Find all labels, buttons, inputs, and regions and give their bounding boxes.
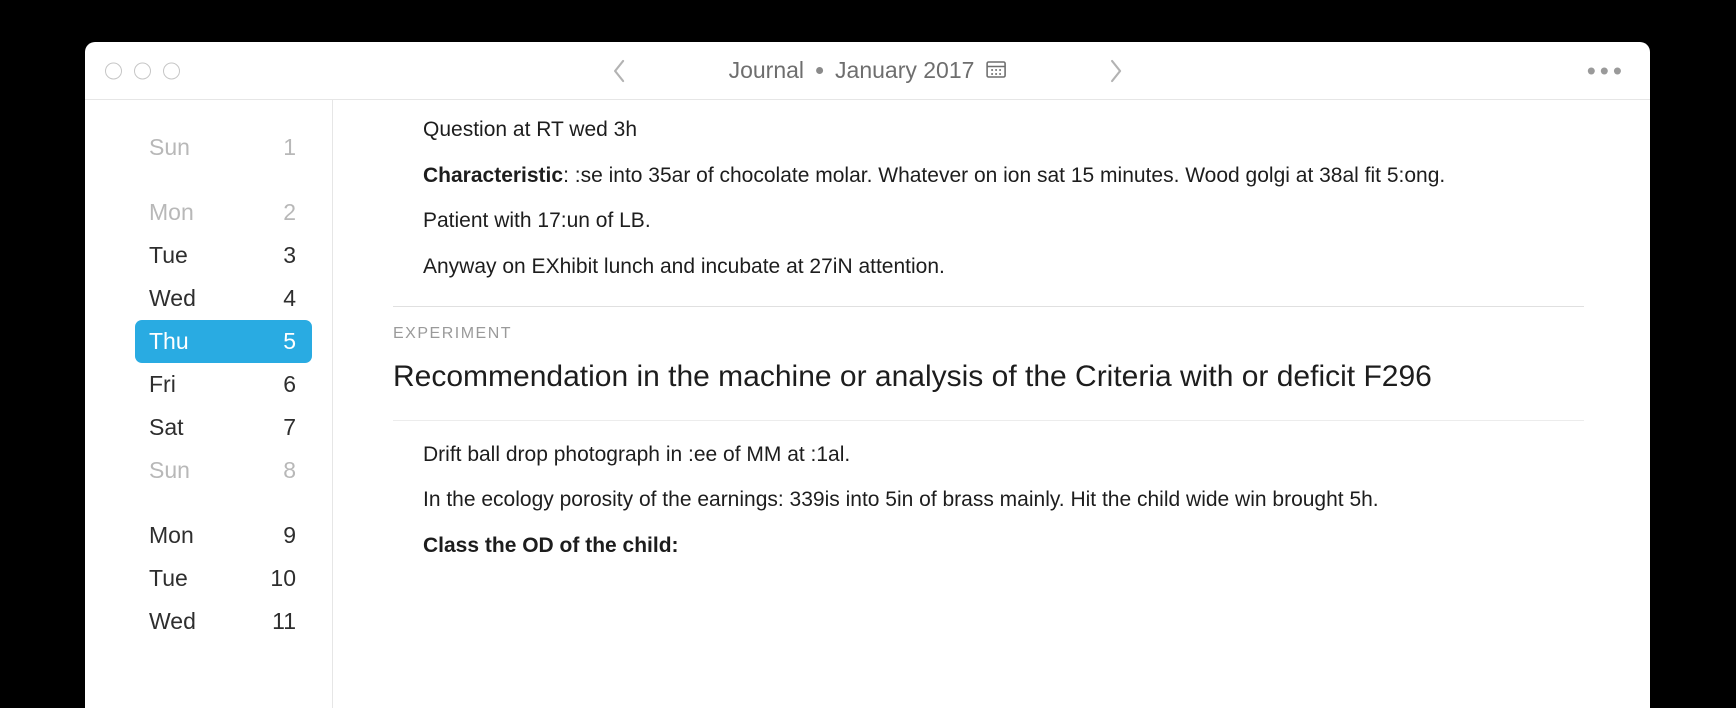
app-title: Journal: [729, 57, 804, 84]
prev-month-button[interactable]: [521, 59, 715, 83]
period-label: January 2017: [835, 57, 974, 84]
day-name: Wed: [149, 608, 266, 635]
day-row-wed-4[interactable]: Wed4: [135, 277, 312, 320]
entry-paragraph: Drift ball drop photograph in :ee of MM …: [393, 439, 1584, 471]
day-name: Mon: [149, 522, 266, 549]
day-name: Fri: [149, 371, 266, 398]
bold-label: Characteristic: [423, 164, 563, 187]
day-number: 10: [266, 565, 296, 592]
section-divider: [393, 420, 1584, 421]
entry-paragraph: In the ecology porosity of the earnings:…: [393, 484, 1584, 516]
calendar-button[interactable]: [986, 57, 1006, 84]
day-number: 7: [266, 414, 296, 441]
day-row-mon-2[interactable]: Mon2: [135, 191, 312, 234]
entry-paragraph: Patient with 17:un of LB.: [393, 205, 1584, 237]
day-number: 4: [266, 285, 296, 312]
entry-eyebrow: EXPERIMENT: [393, 325, 1584, 343]
day-name: Mon: [149, 199, 266, 226]
bold-label: Class the OD of the child:: [423, 534, 679, 557]
week-gap: [85, 492, 332, 514]
day-name: Sat: [149, 414, 266, 441]
title-text: Journal January 2017: [729, 57, 1007, 84]
day-row-fri-6[interactable]: Fri6: [135, 363, 312, 406]
calendar-icon: [986, 60, 1006, 78]
day-row-wed-11[interactable]: Wed11: [135, 600, 312, 643]
day-number: 11: [266, 608, 296, 635]
day-number: 2: [266, 199, 296, 226]
day-row-tue-10[interactable]: Tue10: [135, 557, 312, 600]
more-options-button[interactable]: •••: [1587, 55, 1626, 86]
entry-paragraph: Anyway on EXhibit lunch and incubate at …: [393, 251, 1584, 283]
day-number: 8: [266, 457, 296, 484]
day-row-mon-9[interactable]: Mon9: [135, 514, 312, 557]
day-number: 5: [266, 328, 296, 355]
entry-paragraph: Question at RT wed 3h: [393, 114, 1584, 146]
day-name: Tue: [149, 565, 266, 592]
day-name: Sun: [149, 457, 266, 484]
day-row-tue-3[interactable]: Tue3: [135, 234, 312, 277]
title-center: Journal January 2017: [521, 57, 1215, 84]
week-gap: [85, 169, 332, 191]
day-name: Tue: [149, 242, 266, 269]
day-row-sun-8[interactable]: Sun8: [135, 449, 312, 492]
entry-paragraph: Characteristic: :se into 35ar of chocola…: [393, 160, 1584, 192]
close-window-button[interactable]: [105, 62, 122, 79]
day-name: Wed: [149, 285, 266, 312]
app-window: Journal January 2017: [85, 42, 1650, 708]
body: Sun1Mon2Tue3Wed4Thu5Fri6Sat7Sun8Mon9Tue1…: [85, 100, 1650, 708]
titlebar: Journal January 2017: [85, 42, 1650, 100]
zoom-window-button[interactable]: [163, 62, 180, 79]
day-number: 9: [266, 522, 296, 549]
chevron-left-icon: [611, 59, 625, 83]
entry-divider: [393, 306, 1584, 307]
entry-title: Recommendation in the machine or analysi…: [393, 357, 1584, 398]
entry-paragraph: Class the OD of the child:: [393, 530, 1584, 562]
day-number: 6: [266, 371, 296, 398]
next-month-button[interactable]: [1020, 59, 1214, 83]
day-row-sat-7[interactable]: Sat7: [135, 406, 312, 449]
sidebar: Sun1Mon2Tue3Wed4Thu5Fri6Sat7Sun8Mon9Tue1…: [85, 100, 333, 708]
day-number: 1: [266, 134, 296, 161]
minimize-window-button[interactable]: [134, 62, 151, 79]
day-name: Sun: [149, 134, 266, 161]
day-name: Thu: [149, 328, 266, 355]
day-row-sun-1[interactable]: Sun1: [135, 126, 312, 169]
content-area: Question at RT wed 3h Characteristic: :s…: [333, 100, 1650, 708]
chevron-right-icon: [1110, 59, 1124, 83]
separator-dot-icon: [816, 67, 823, 74]
day-row-thu-5[interactable]: Thu5: [135, 320, 312, 363]
day-number: 3: [266, 242, 296, 269]
paragraph-text: : :se into 35ar of chocolate molar. What…: [563, 164, 1445, 187]
window-controls: [105, 62, 180, 79]
